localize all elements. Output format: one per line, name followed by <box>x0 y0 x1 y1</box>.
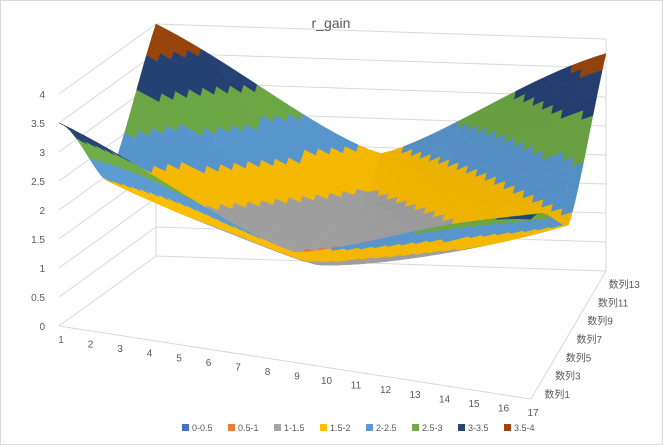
series-tick-label: 数列1 <box>544 388 570 401</box>
x-tick-label: 15 <box>468 399 480 410</box>
legend-label: 0-0.5 <box>192 423 213 433</box>
legend-swatch <box>228 424 235 431</box>
axis-layer: 00.511.522.533.541 2 3 4 5 6 7 8 9 10 11 12 13 14 15 16… <box>31 90 640 419</box>
z-tick-label: 3 <box>39 148 45 159</box>
surface-cell <box>294 251 310 255</box>
series-tick-label: 数列13 <box>609 278 641 291</box>
z-tick-label: 2 <box>39 206 45 217</box>
legend-label: 1.5-2 <box>330 423 351 433</box>
series-tick-label: 数列11 <box>598 296 629 309</box>
z-tick-label: 4 <box>39 90 45 101</box>
z-tick-label: 1.5 <box>31 235 45 246</box>
legend-label: 2.5-3 <box>422 423 443 433</box>
legend-swatch <box>504 424 511 431</box>
surface-layer <box>58 23 607 266</box>
legend-swatch <box>320 424 327 431</box>
legend: 0-0.5 0.5-1 1-1.5 1.5-2 2-2.5 2.5-3 3-3.5 3.5-4 <box>182 423 535 433</box>
surface-cell <box>518 216 534 220</box>
x-tick-label: 17 <box>527 408 539 419</box>
x-tick-label: 9 <box>294 372 300 383</box>
z-tick-label: 2.5 <box>31 177 45 188</box>
legend-swatch <box>412 424 419 431</box>
legend-swatch <box>182 424 189 431</box>
z-tick-label: 3.5 <box>31 119 45 130</box>
gridline-z <box>58 255 607 327</box>
x-tick-label: 10 <box>321 376 333 387</box>
series-tick-label: 数列5 <box>566 351 592 364</box>
x-tick-label: 16 <box>498 403 510 414</box>
x-tick-label: 6 <box>206 358 212 369</box>
series-tick-label: 数列7 <box>577 333 603 346</box>
legend-label: 0.5-1 <box>238 423 259 433</box>
x-tick-label: 11 <box>351 381 362 392</box>
x-tick-label: 13 <box>409 390 421 401</box>
x-tick-label: 12 <box>380 385 392 396</box>
z-tick-label: 1 <box>39 264 45 275</box>
legend-label: 1-1.5 <box>284 423 305 433</box>
floor-edge <box>530 270 607 400</box>
x-tick-label: 3 <box>117 344 123 355</box>
chart-title: r_gain <box>312 15 351 31</box>
surface-cell <box>346 239 361 245</box>
z-tick-label: 0.5 <box>31 293 45 304</box>
series-tick-label: 数列3 <box>555 370 581 383</box>
legend-swatch <box>274 424 281 431</box>
floor-edge <box>58 325 532 400</box>
x-tick-label: 8 <box>265 367 271 378</box>
legend-label: 2-2.5 <box>376 423 397 433</box>
x-tick-label: 2 <box>88 340 94 351</box>
legend-swatch <box>458 424 465 431</box>
surface-cell <box>520 215 536 218</box>
x-tick-label: 14 <box>439 394 451 405</box>
legend-label: 3.5-4 <box>514 423 535 433</box>
x-tick-label: 5 <box>176 353 182 364</box>
x-tick-label: 4 <box>147 349 153 360</box>
series-tick-label: 数列9 <box>587 315 613 328</box>
legend-swatch <box>366 424 373 431</box>
legend-label: 3-3.5 <box>468 423 489 433</box>
x-tick-label: 7 <box>235 362 241 373</box>
z-tick-label: 0 <box>39 322 45 333</box>
x-tick-label: 1 <box>58 335 64 346</box>
